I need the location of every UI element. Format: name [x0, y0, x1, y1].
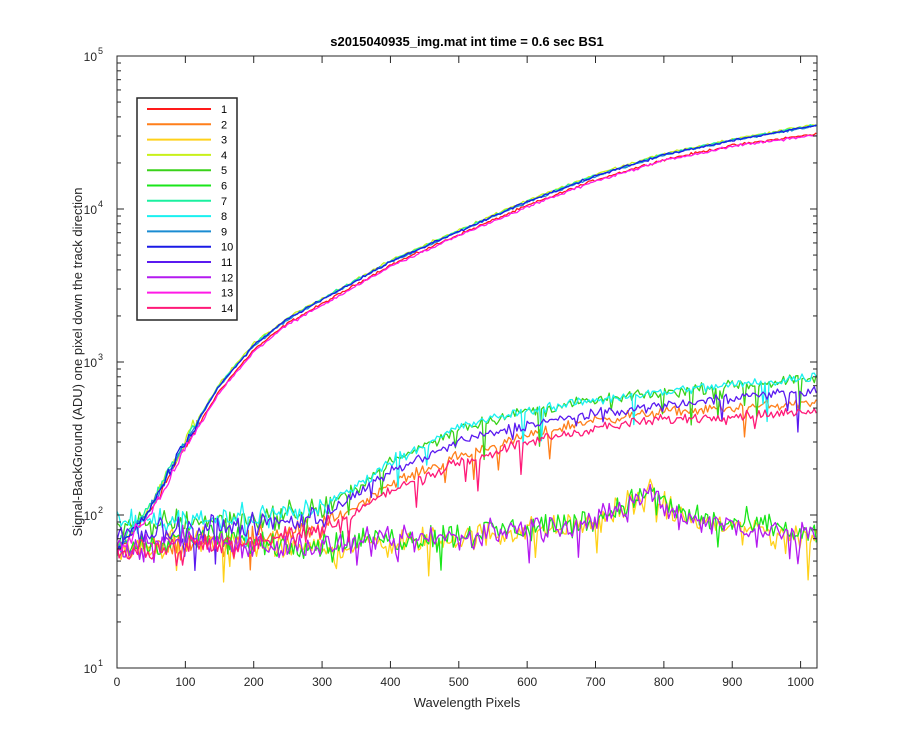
legend-label-3: 3	[221, 135, 227, 147]
legend-label-1: 1	[221, 104, 227, 116]
legend-label-4: 4	[221, 150, 227, 162]
x-tick-label: 1000	[787, 675, 814, 689]
legend-label-7: 7	[221, 196, 227, 208]
x-tick-label: 800	[654, 675, 674, 689]
y-axis-label: Signal-BackGround (ADU) one pixel down t…	[70, 187, 85, 536]
legend-label-2: 2	[221, 119, 227, 131]
x-axis: 0 100 200 300 400 500 600 700 800 900 1000	[114, 56, 814, 689]
legend-label-9: 9	[221, 226, 227, 238]
y-tick-label: 10	[84, 356, 98, 370]
y-tick-label: 10	[84, 50, 98, 64]
series-line-8	[116, 372, 817, 548]
x-tick-label: 0	[114, 675, 121, 689]
series-line-13	[116, 134, 817, 556]
y-tick-exponent: 3	[98, 352, 103, 362]
x-tick-label: 100	[175, 675, 195, 689]
y-tick-exponent: 5	[98, 46, 103, 56]
x-tick-label: 700	[586, 675, 606, 689]
x-tick-label: 600	[517, 675, 537, 689]
y-tick-exponent: 2	[98, 505, 103, 515]
x-tick-label: 200	[244, 675, 264, 689]
x-tick-label: 900	[722, 675, 742, 689]
y-tick-label: 10	[84, 662, 98, 676]
x-axis-label: Wavelength Pixels	[414, 695, 521, 710]
series-line-14	[116, 407, 817, 567]
series-line-11	[116, 386, 817, 572]
y-tick-exponent: 4	[98, 199, 103, 209]
y-tick-label: 10	[84, 203, 98, 217]
legend-label-10: 10	[221, 242, 233, 254]
legend-box	[136, 97, 238, 321]
y-tick-exponent: 1	[98, 658, 103, 668]
y-tick-label: 10	[84, 509, 98, 523]
legend-label-14: 14	[221, 303, 233, 315]
series-line-3	[116, 478, 817, 583]
series-layer	[116, 124, 817, 583]
legend-label-6: 6	[221, 181, 227, 193]
legend-label-5: 5	[221, 165, 227, 177]
x-tick-label: 400	[380, 675, 400, 689]
series-line-5	[116, 374, 817, 555]
legend-label-12: 12	[221, 272, 233, 284]
chart-title: s2015040935_img.mat int time = 0.6 sec B…	[330, 34, 604, 49]
legend-label-11: 11	[221, 257, 232, 269]
legend-label-13: 13	[221, 288, 233, 300]
legend-label-8: 8	[221, 211, 227, 223]
x-tick-label: 300	[312, 675, 332, 689]
x-tick-label: 500	[449, 675, 469, 689]
series-line-10	[116, 124, 817, 552]
